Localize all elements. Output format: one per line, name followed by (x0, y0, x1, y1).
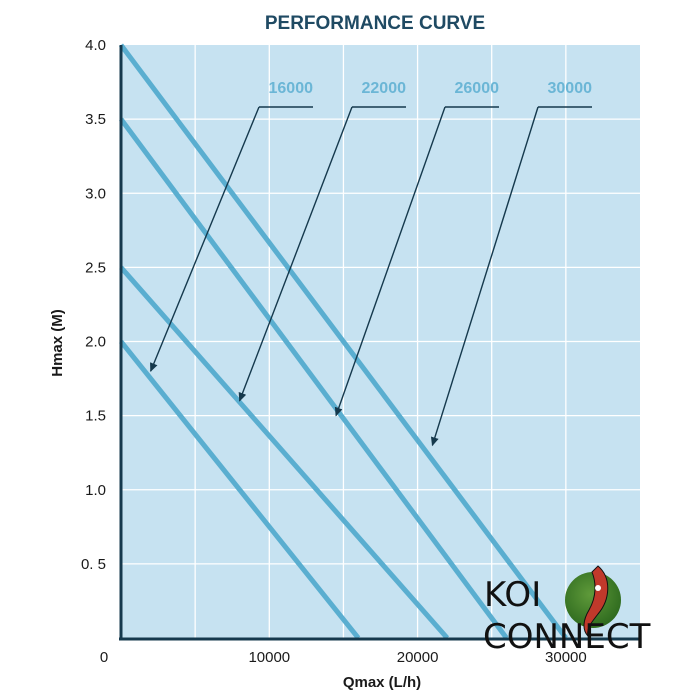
koi-fish-spot (595, 585, 601, 591)
y-tick-label: 1.0 (85, 482, 106, 499)
koi-fish-icon (583, 565, 609, 638)
koi-connect-logo: KOI CONNECT (483, 565, 651, 657)
y-tick-label: 3.5 (85, 111, 106, 128)
logo-text-connect: CONNECT (483, 617, 651, 657)
x-axis-label: Qmax (L/h) (343, 674, 421, 691)
logo-text-koi: KOI (484, 575, 541, 615)
series-line-16000 (119, 339, 361, 640)
x-tick-label: 10000 (248, 649, 290, 666)
callout-arrow (430, 106, 539, 447)
x-tick-label: 30000 (545, 649, 587, 666)
y-tick-label: 2.0 (85, 334, 106, 351)
series-lines (118, 43, 568, 640)
y-tick-label: 2.5 (85, 259, 106, 276)
y-tick-labels: 0. 5 1.0 1.5 2.0 2.5 3.0 3.5 4.0 (81, 37, 106, 573)
callout-arrow (334, 106, 446, 417)
x-tick-labels: 0 10000 20000 30000 (100, 649, 587, 666)
callout-arrow (150, 106, 260, 373)
series-label-16000: 16000 (269, 80, 314, 97)
y-tick-label: 0. 5 (81, 556, 106, 573)
chart-title: PERFORMANCE CURVE (265, 13, 485, 34)
series-label-30000: 30000 (548, 80, 593, 97)
callout-arrow (238, 106, 353, 402)
series-line-30000 (119, 43, 568, 640)
x-tick-label: 0 (100, 649, 108, 666)
x-tick-label: 20000 (397, 649, 439, 666)
y-tick-label: 1.5 (85, 408, 106, 425)
y-axis-label: Hmax (M) (49, 309, 66, 377)
y-tick-label: 4.0 (85, 37, 106, 54)
series-line-26000 (118, 117, 509, 640)
series-label-22000: 22000 (362, 80, 407, 97)
series-callouts: 16000 22000 26000 30000 (150, 80, 593, 447)
y-tick-label: 3.0 (85, 185, 106, 202)
series-label-26000: 26000 (455, 80, 500, 97)
series-line-22000 (119, 265, 450, 640)
